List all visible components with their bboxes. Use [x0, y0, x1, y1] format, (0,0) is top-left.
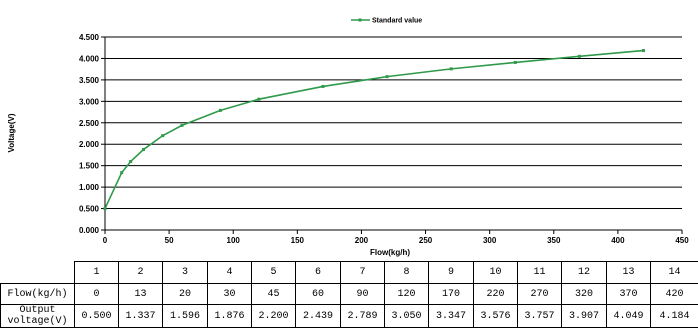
table-cell-voltage: 1.337 — [119, 305, 163, 328]
table-cell-voltage: 0.500 — [75, 305, 119, 328]
y-axis-title: Voltage(V) — [7, 113, 16, 152]
x-tick-label: 150 — [291, 236, 305, 245]
x-tick-label: 350 — [547, 236, 561, 245]
data-point — [104, 207, 107, 210]
table-cell-voltage: 2.439 — [296, 305, 341, 328]
x-tick-label: 300 — [483, 236, 497, 245]
x-tick-label: 0 — [103, 236, 108, 245]
table-cell-voltage: 3.347 — [429, 305, 474, 328]
y-tick-label: 4.000 — [79, 54, 100, 63]
data-point — [321, 85, 324, 88]
data-point — [142, 148, 145, 151]
table-cell-index: 10 — [474, 262, 518, 284]
y-tick-label: 2.000 — [79, 140, 100, 149]
data-point — [578, 55, 581, 58]
table-cell-flow: 420 — [651, 284, 698, 305]
table-cell-flow: 120 — [385, 284, 429, 305]
y-tick-label: 2.500 — [79, 119, 100, 128]
table-cell-voltage: 4.184 — [651, 305, 698, 328]
y-tick-label: 0.500 — [79, 205, 100, 214]
x-tick-label: 400 — [611, 236, 625, 245]
table-cell-index: 1 — [75, 262, 119, 284]
data-point — [450, 67, 453, 70]
table-cell-index: 2 — [119, 262, 163, 284]
y-tick-label: 1.500 — [79, 162, 100, 171]
table-cell-index: 12 — [562, 262, 607, 284]
data-point — [129, 160, 132, 163]
table-cell-flow: 13 — [119, 284, 163, 305]
x-axis-title: Flow(kg/h) — [370, 248, 410, 257]
table-cell-index: 4 — [208, 262, 252, 284]
voltage-label-line1: Output — [19, 305, 55, 316]
table-cell-flow: 320 — [562, 284, 607, 305]
y-tick-label: 4.500 — [79, 33, 100, 42]
table-cell-flow: 45 — [252, 284, 296, 305]
data-point — [642, 49, 645, 52]
legend-label: Standard value — [372, 18, 422, 25]
data-point — [386, 75, 389, 78]
table-cell-index: 7 — [341, 262, 385, 284]
series-layer — [104, 49, 646, 210]
data-point — [180, 124, 183, 127]
x-tick-label: 250 — [419, 236, 433, 245]
x-tick-labels: 0 50 100 150 200 250 300 350 400 450 — [103, 236, 689, 245]
table-cell-voltage: 3.050 — [385, 305, 429, 328]
y-tick-label: 0.000 — [79, 226, 100, 235]
table-cell-index: 6 — [296, 262, 341, 284]
table-cell-flow: 220 — [474, 284, 518, 305]
table-cell-voltage: 2.789 — [341, 305, 385, 328]
x-tick-label: 450 — [675, 236, 689, 245]
table-cell-flow: 270 — [518, 284, 562, 305]
series-line — [105, 51, 644, 209]
table-cell-index: 9 — [429, 262, 474, 284]
data-point — [120, 171, 123, 174]
table-cell-index: 13 — [607, 262, 651, 284]
x-tick-label: 100 — [227, 236, 241, 245]
x-tick-label: 200 — [355, 236, 369, 245]
table-cell-index: 8 — [385, 262, 429, 284]
table-cell-voltage: 3.576 — [474, 305, 518, 328]
grid-lines — [105, 37, 682, 209]
table-cell-voltage: 3.757 — [518, 305, 562, 328]
table-cell-index: 5 — [252, 262, 296, 284]
table-cell-voltage: 3.907 — [562, 305, 607, 328]
table-cell-flow: 370 — [607, 284, 651, 305]
data-point — [161, 134, 164, 137]
table-corner-cell — [1, 262, 75, 284]
table-cell-voltage: 1.596 — [163, 305, 208, 328]
y-tick-label: 3.500 — [79, 76, 100, 85]
table-cell-flow: 20 — [163, 284, 208, 305]
table-cell-flow: 170 — [429, 284, 474, 305]
y-tick-labels: 0.000 0.500 1.000 1.500 2.000 2.500 3.000 3.500… — [79, 33, 100, 235]
axes — [101, 37, 682, 234]
table-cell-voltage: 2.200 — [252, 305, 296, 328]
table-cell-flow: 0 — [75, 284, 119, 305]
legend-marker — [359, 19, 362, 22]
data-point — [219, 109, 222, 112]
table-cell-flow: 30 — [208, 284, 252, 305]
table-cell-flow: 60 — [296, 284, 341, 305]
x-tick-label: 50 — [165, 236, 174, 245]
flow-row-label: Flow(kg/h) — [1, 284, 75, 305]
y-tick-label: 1.000 — [79, 183, 100, 192]
data-point — [257, 98, 260, 101]
table-cell-voltage: 4.049 — [607, 305, 651, 328]
line-chart: 0.000 0.500 1.000 1.500 2.000 2.500 3.000 3.500… — [0, 0, 698, 262]
table-cell-flow: 90 — [341, 284, 385, 305]
table-cell-index: 3 — [163, 262, 208, 284]
table-cell-index: 11 — [518, 262, 562, 284]
legend: Standard value — [351, 18, 422, 25]
y-tick-label: 3.000 — [79, 97, 100, 106]
voltage-label-line2: voltage(V) — [7, 316, 67, 327]
table-cell-voltage: 1.876 — [208, 305, 252, 328]
data-point — [514, 61, 517, 64]
table-cell-index: 14 — [651, 262, 698, 284]
